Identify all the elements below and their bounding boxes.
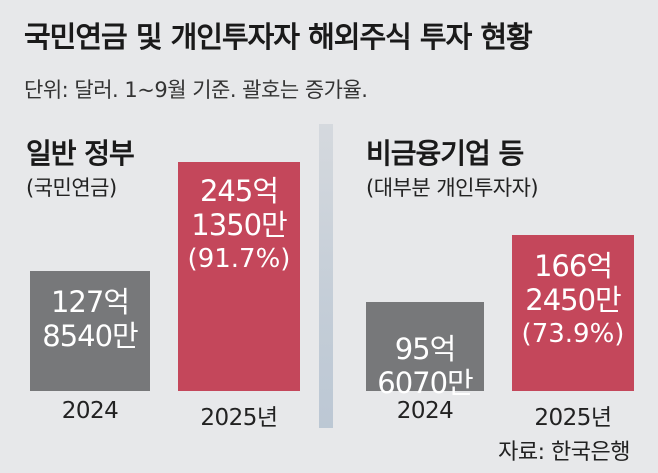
bar-value-label: 127억 — [50, 285, 130, 319]
bar-value-label: 245억 — [199, 174, 279, 208]
source-note: 자료: 한국은행 — [498, 440, 630, 465]
bar-nonfinancial-2024: 95억 6070만 — [366, 302, 484, 400]
panel-subtitle-government: (국민연금) — [26, 176, 117, 200]
chart-title: 국민연금 및 개인투자자 해외주식 투자 현황 — [24, 20, 533, 54]
x-tick-label: 2025년 — [534, 405, 612, 431]
bar-value-label: 1350만 — [191, 208, 287, 242]
panel-divider — [319, 124, 333, 428]
bar-value-label: 6070만 — [377, 366, 473, 400]
panel-title-government: 일반 정부 — [26, 137, 135, 170]
bar-value-label: 2450만 — [525, 283, 621, 317]
bar-government-2025: 245억 1350만 (91.7%) — [178, 162, 300, 391]
bar-value-label: 95억 — [394, 332, 457, 366]
x-tick-label: 2024 — [396, 398, 454, 424]
panel-subtitle-nonfinancial: (대부분 개인투자자) — [366, 176, 539, 200]
panel-title-nonfinancial: 비금융기업 등 — [366, 137, 524, 170]
bar-value-label: 8540만 — [42, 319, 138, 353]
x-tick-label: 2025년 — [200, 405, 278, 431]
bar-government-2024: 127억 8540만 — [30, 271, 150, 391]
chart-subtitle: 단위: 달러. 1~9월 기준. 괄호는 증가율. — [24, 78, 368, 102]
bar-value-label: 166억 — [533, 249, 613, 283]
bar-nonfinancial-2025: 166억 2450만 (73.9%) — [512, 235, 634, 391]
bar-growth-label: (91.7%) — [187, 244, 291, 274]
bar-growth-label: (73.9%) — [521, 319, 625, 349]
x-tick-label: 2024 — [61, 398, 119, 424]
